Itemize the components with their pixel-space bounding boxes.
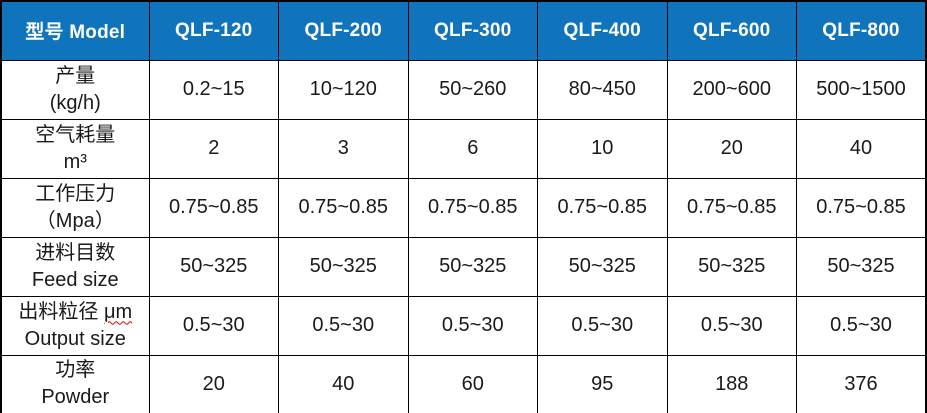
header-cell-qlf-200: QLF-200 bbox=[278, 0, 409, 61]
value-cell: 50~325 bbox=[537, 236, 668, 297]
value-cell: 6 bbox=[407, 118, 538, 179]
row-label-line-zh: 产量 bbox=[2, 63, 148, 90]
table-row: 空气耗量 m³ 2 3 6 10 20 40 bbox=[0, 118, 927, 179]
value-cell: 10 bbox=[537, 118, 668, 179]
value-cell: 40 bbox=[278, 354, 409, 413]
table-row: 出料粒径 μm Output size 0.5~30 0.5~30 0.5~30 0.5~… bbox=[0, 295, 927, 356]
value-cell: 0.5~30 bbox=[407, 295, 538, 356]
value-cell: 50~325 bbox=[796, 236, 927, 297]
row-label-cell: 进料目数 Feed size bbox=[0, 236, 150, 297]
table-row: 产量 (kg/h) 0.2~15 10~120 50~260 80~450 200~600 5… bbox=[0, 59, 927, 120]
header-cell-qlf-600: QLF-600 bbox=[666, 0, 797, 61]
value-cell: 0.5~30 bbox=[278, 295, 409, 356]
row-label-line-zh: 出料粒径 μm bbox=[2, 299, 148, 326]
value-cell: 20 bbox=[148, 354, 279, 413]
value-cell: 20 bbox=[666, 118, 797, 179]
value-cell: 0.75~0.85 bbox=[278, 177, 409, 238]
value-cell: 0.5~30 bbox=[537, 295, 668, 356]
header-cell-qlf-800: QLF-800 bbox=[796, 0, 927, 61]
row-label-zh: 空气耗量 bbox=[35, 123, 116, 146]
row-label-cell: 功率 Powder bbox=[0, 354, 150, 413]
header-cell-qlf-400: QLF-400 bbox=[537, 0, 668, 61]
value-cell: 10~120 bbox=[278, 59, 409, 120]
value-cell: 0.2~15 bbox=[148, 59, 279, 120]
header-cell-qlf-120: QLF-120 bbox=[148, 0, 279, 61]
value-cell: 2 bbox=[148, 118, 279, 179]
row-label-sub: （Mpa） bbox=[35, 209, 115, 232]
row-label-zh: 出料粒径 bbox=[18, 300, 99, 323]
value-cell: 0.75~0.85 bbox=[148, 177, 279, 238]
value-cell: 376 bbox=[796, 354, 927, 413]
value-cell: 0.75~0.85 bbox=[666, 177, 797, 238]
header-cell-model: 型号 Model bbox=[0, 0, 150, 61]
row-label-sub: Output size bbox=[24, 327, 126, 350]
header-row: 型号 Model QLF-120 QLF-200 QLF-300 QLF-400… bbox=[0, 0, 927, 61]
table-row: 功率 Powder 20 40 60 95 188 376 bbox=[0, 354, 927, 413]
row-label-zh: 产量 bbox=[55, 64, 96, 87]
value-cell: 188 bbox=[666, 354, 797, 413]
value-cell: 50~325 bbox=[407, 236, 538, 297]
row-label-cell: 工作压力 （Mpa） bbox=[0, 177, 150, 238]
row-label-zh: 功率 bbox=[55, 359, 96, 382]
row-label-cell: 空气耗量 m³ bbox=[0, 118, 150, 179]
row-label-line-zh: 空气耗量 bbox=[2, 122, 148, 149]
value-cell: 50~260 bbox=[407, 59, 538, 120]
value-cell: 50~325 bbox=[148, 236, 279, 297]
value-cell: 60 bbox=[407, 354, 538, 413]
value-cell: 3 bbox=[278, 118, 409, 179]
value-cell: 200~600 bbox=[666, 59, 797, 120]
row-label-line-zh: 进料目数 bbox=[2, 240, 148, 267]
row-label-sub: m³ bbox=[63, 150, 87, 173]
spec-table-body: 产量 (kg/h) 0.2~15 10~120 50~260 80~450 200~600 5… bbox=[0, 59, 927, 413]
header-cell-qlf-300: QLF-300 bbox=[407, 0, 538, 61]
row-label-cell: 产量 (kg/h) bbox=[0, 59, 150, 120]
value-cell: 0.75~0.85 bbox=[407, 177, 538, 238]
value-cell: 40 bbox=[796, 118, 927, 179]
value-cell: 50~325 bbox=[278, 236, 409, 297]
value-cell: 0.5~30 bbox=[148, 295, 279, 356]
value-cell: 0.5~30 bbox=[666, 295, 797, 356]
table-row: 工作压力 （Mpa） 0.75~0.85 0.75~0.85 0.75~0.85 0.75… bbox=[0, 177, 927, 238]
row-label-unit: μm bbox=[103, 300, 133, 323]
value-cell: 80~450 bbox=[537, 59, 668, 120]
table-row: 进料目数 Feed size 50~325 50~325 50~325 50~325 50~… bbox=[0, 236, 927, 297]
row-label-line-zh: 功率 bbox=[2, 357, 148, 384]
row-label-sub: (kg/h) bbox=[49, 91, 101, 114]
value-cell: 95 bbox=[537, 354, 668, 413]
value-cell: 500~1500 bbox=[796, 59, 927, 120]
row-label-line-zh: 工作压力 bbox=[2, 181, 148, 208]
value-cell: 0.75~0.85 bbox=[796, 177, 927, 238]
row-label-zh: 工作压力 bbox=[35, 182, 116, 205]
row-label-cell: 出料粒径 μm Output size bbox=[0, 295, 150, 356]
value-cell: 0.75~0.85 bbox=[537, 177, 668, 238]
row-label-zh: 进料目数 bbox=[35, 241, 116, 264]
row-label-sub: Feed size bbox=[31, 268, 119, 291]
row-label-sub: Powder bbox=[41, 386, 110, 409]
value-cell: 0.5~30 bbox=[796, 295, 927, 356]
value-cell: 50~325 bbox=[666, 236, 797, 297]
